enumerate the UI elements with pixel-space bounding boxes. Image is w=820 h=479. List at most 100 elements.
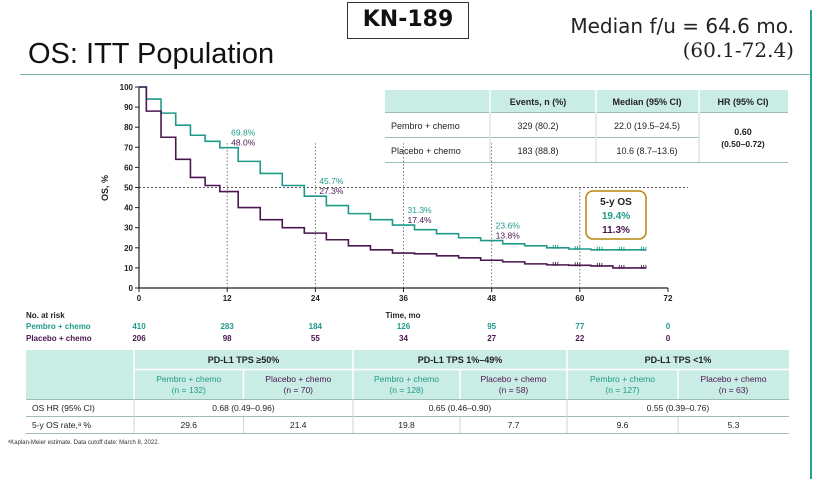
x-tick-label: 48 [487, 294, 496, 303]
summary-events-placebo: 183 (88.8) [517, 146, 558, 156]
median-followup: Median f/u = 64.6 mo. [570, 14, 794, 38]
subgroup-rate-value: 5.3 [728, 420, 740, 430]
subgroup-arm-name: Pembro + chemo [156, 374, 221, 384]
risk-value: 95 [487, 322, 496, 331]
footnote: ᵃKaplan-Meier estimate. Data cutoff date… [8, 440, 160, 446]
subgroup-hr-value: 0.55 (0.39–0.76) [647, 403, 710, 413]
x-tick-label: 72 [664, 294, 673, 303]
subgroup-arm-name: Placebo + chemo [481, 374, 547, 384]
y-tick-label: 40 [124, 204, 133, 213]
risk-value: 126 [397, 322, 411, 331]
annot-pembro: 69.8% [231, 128, 256, 138]
summary-median-placebo: 10.6 (8.7–13.6) [616, 146, 677, 156]
five-year-pembro: 19.4% [602, 211, 630, 222]
subgroup-arm-name: Pembro + chemo [374, 374, 439, 384]
five-year-placebo: 11.3% [602, 225, 630, 236]
subgroup-group-header: PD-L1 TPS <1% [645, 355, 712, 365]
y-tick-label: 10 [124, 264, 133, 273]
survival-curves [139, 86, 647, 269]
y-tick-label: 20 [124, 244, 133, 253]
pembro-curve [139, 86, 646, 251]
subgroup-arm-n: (n = 127) [605, 385, 639, 395]
annot-placebo: 13.8% [496, 231, 521, 241]
summary-median-pembro: 22.0 (19.5–24.5) [614, 121, 680, 131]
risk-value: 77 [575, 322, 584, 331]
subgroup-hr-value: 0.65 (0.46–0.90) [429, 403, 492, 413]
y-tick-label: 80 [124, 123, 133, 132]
risk-value: 55 [311, 334, 320, 343]
y-axis-label: OS, % [100, 175, 110, 201]
subgroup-rate-value: 21.4 [290, 420, 307, 430]
subgroup-hr-value: 0.68 (0.49–0.96) [212, 403, 275, 413]
risk-value: 34 [399, 334, 408, 343]
subgroup-arm-n: (n = 128) [389, 385, 423, 395]
summary-row-1-bg [385, 113, 699, 137]
five-year-os-box: 5-y OS 19.4% 11.3% [585, 190, 647, 240]
risk-value: 410 [132, 322, 146, 331]
subgroup-arm-n: (n = 132) [172, 385, 206, 395]
study-label: KN-189 [347, 2, 469, 39]
annot-placebo: 27.3% [319, 186, 344, 196]
subgroup-arm-name: Placebo + chemo [265, 374, 331, 384]
subgroup-group-header: PD-L1 TPS 1%–49% [418, 355, 503, 365]
subgroup-rate-label: 5-y OS rate,ᵃ % [32, 420, 91, 430]
y-tick-label: 0 [129, 284, 134, 293]
risk-value: 0 [666, 322, 671, 331]
annot-pembro: 23.6% [496, 221, 521, 231]
summary-header-median: Median (95% CI) [612, 97, 681, 107]
summary-events-pembro: 329 (80.2) [517, 121, 558, 131]
summary-header-events: Events, n (%) [510, 97, 567, 107]
annot-placebo: 17.4% [408, 215, 433, 225]
risk-table-title: No. at risk [26, 311, 65, 320]
x-tick-label: 36 [399, 294, 408, 303]
subgroup-rate-value: 9.6 [617, 420, 629, 430]
annot-pembro: 31.3% [408, 205, 433, 215]
risk-table: No. at risk Pembro + chemo Placebo + che… [26, 311, 671, 343]
risk-arm-pembro: Pembro + chemo [26, 322, 91, 331]
annot-placebo: 48.0% [231, 138, 256, 148]
subgroup-rate-value: 19.8 [398, 420, 415, 430]
x-tick-label: 0 [137, 294, 142, 303]
summary-arm-placebo: Placebo + chemo [391, 146, 461, 156]
summary-row-2-bg [385, 138, 699, 162]
summary-hr-ci: (0.50–0.72) [721, 139, 765, 149]
risk-value: 283 [220, 322, 234, 331]
summary-header-bg [385, 90, 788, 112]
y-tick-label: 30 [124, 224, 133, 233]
subgroup-header-bg [26, 350, 789, 399]
x-tick-label: 12 [223, 294, 232, 303]
risk-arm-placebo: Placebo + chemo [26, 334, 92, 343]
x-tick-label: 60 [575, 294, 584, 303]
summary-hr-bg [699, 113, 788, 162]
subgroup-hr-label: OS HR (95% CI) [32, 403, 95, 413]
median-followup-range: (60.1-72.4) [682, 38, 794, 62]
x-axis-label: Time, mo [386, 311, 421, 320]
subgroup-rate-value: 7.7 [508, 420, 520, 430]
risk-value: 184 [309, 322, 323, 331]
risk-value: 0 [666, 334, 671, 343]
subgroup-arm-n: (n = 63) [719, 385, 749, 395]
risk-value: 206 [132, 334, 146, 343]
subgroup-table: PD-L1 TPS ≥50% 0.68 (0.49–0.96) Pembro + c… [26, 350, 789, 434]
risk-value: 22 [575, 334, 584, 343]
subgroup-arm-name: Placebo + chemo [701, 374, 767, 384]
placebo-curve [139, 86, 646, 269]
subgroup-arm-n: (n = 58) [499, 385, 529, 395]
right-accent-bar [810, 10, 812, 479]
subgroup-arm-n: (n = 70) [283, 385, 313, 395]
summary-hr-value: 0.60 [734, 127, 752, 137]
subgroup-group-header: PD-L1 TPS ≥50% [208, 355, 279, 365]
subgroup-arm-name: Pembro + chemo [590, 374, 655, 384]
annot-pembro: 45.7% [319, 176, 344, 186]
y-tick-label: 60 [124, 163, 133, 172]
page-title: OS: ITT Population [28, 38, 275, 70]
x-tick-label: 24 [311, 294, 320, 303]
y-tick-label: 70 [124, 143, 133, 152]
landmark-annotations: 69.8%48.0% 45.7%27.3% 31.3%17.4% 23.6%13.8% [231, 128, 520, 241]
risk-value: 98 [223, 334, 232, 343]
summary-table: Events, n (%) Median (95% CI) HR (95% CI… [385, 90, 788, 163]
y-tick-label: 90 [124, 103, 133, 112]
y-tick-label: 50 [124, 184, 133, 193]
subgroup-rate-value: 29.6 [180, 420, 197, 430]
